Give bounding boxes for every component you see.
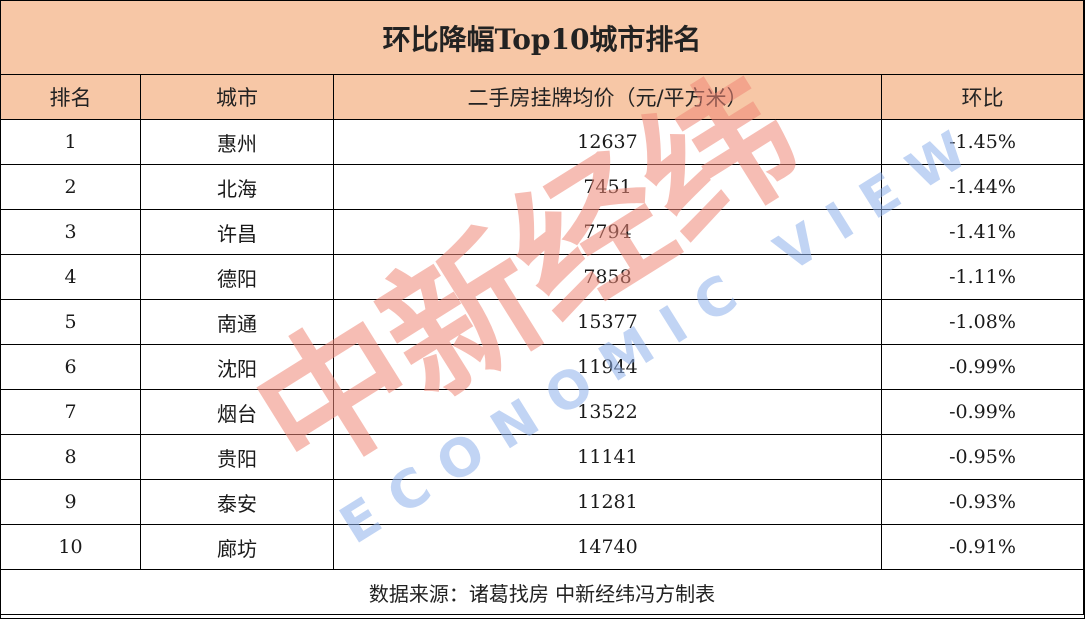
city-cell: 南通 — [140, 299, 334, 345]
mom-cell: -0.95% — [880, 434, 1085, 480]
table-row: 9 泰安 11281 -0.93% — [0, 479, 1085, 525]
city-cell: 廊坊 — [140, 524, 334, 570]
rank-cell: 3 — [0, 209, 141, 255]
table-title: 环比降幅Top10城市排名 — [0, 0, 1085, 75]
city-cell: 北海 — [140, 164, 334, 210]
price-cell: 13522 — [333, 389, 882, 435]
mom-cell: -1.41% — [880, 209, 1085, 255]
rank-cell: 9 — [0, 479, 141, 525]
price-cell: 7794 — [333, 209, 882, 255]
mom-cell: -1.08% — [880, 299, 1085, 345]
table-row: 2 北海 7451 -1.44% — [0, 164, 1085, 210]
mom-cell: -1.11% — [880, 254, 1085, 300]
mom-cell: -0.99% — [880, 389, 1085, 435]
table-row: 6 沈阳 11944 -0.99% — [0, 344, 1085, 390]
city-cell: 德阳 — [140, 254, 334, 300]
mom-cell: -1.45% — [880, 119, 1085, 165]
header-row: 排名 城市 二手房挂牌均价（元/平方米） 环比 — [0, 74, 1085, 120]
price-cell: 15377 — [333, 299, 882, 345]
table-row: 3 许昌 7794 -1.41% — [0, 209, 1085, 255]
mom-cell: -1.44% — [880, 164, 1085, 210]
price-cell: 7451 — [333, 164, 882, 210]
table-row: 7 烟台 13522 -0.99% — [0, 389, 1085, 435]
rank-cell: 6 — [0, 344, 141, 390]
column-header-price: 二手房挂牌均价（元/平方米） — [333, 74, 882, 120]
rank-cell: 4 — [0, 254, 141, 300]
table-row: 5 南通 15377 -1.08% — [0, 299, 1085, 345]
rank-cell: 8 — [0, 434, 141, 480]
mom-cell: -0.91% — [880, 524, 1085, 570]
price-cell: 11281 — [333, 479, 882, 525]
city-cell: 贵阳 — [140, 434, 334, 480]
rank-cell: 10 — [0, 524, 141, 570]
rank-cell: 7 — [0, 389, 141, 435]
column-header-mom: 环比 — [880, 74, 1085, 120]
rank-cell: 1 — [0, 119, 141, 165]
column-header-city: 城市 — [140, 74, 334, 120]
table-row: 1 惠州 12637 -1.45% — [0, 119, 1085, 165]
price-cell: 7858 — [333, 254, 882, 300]
source-footer: 数据来源：诸葛找房 中新经纬冯方制表 — [0, 569, 1085, 615]
city-cell: 许昌 — [140, 209, 334, 255]
table-row: 10 廊坊 14740 -0.91% — [0, 524, 1085, 570]
column-header-rank: 排名 — [0, 74, 141, 120]
table-row: 4 德阳 7858 -1.11% — [0, 254, 1085, 300]
mom-cell: -0.93% — [880, 479, 1085, 525]
mom-cell: -0.99% — [880, 344, 1085, 390]
city-cell: 泰安 — [140, 479, 334, 525]
city-cell: 沈阳 — [140, 344, 334, 390]
city-cell: 烟台 — [140, 389, 334, 435]
rank-cell: 2 — [0, 164, 141, 210]
price-cell: 14740 — [333, 524, 882, 570]
rank-cell: 5 — [0, 299, 141, 345]
price-cell: 12637 — [333, 119, 882, 165]
price-cell: 11944 — [333, 344, 882, 390]
table-row: 8 贵阳 11141 -0.95% — [0, 434, 1085, 480]
city-cell: 惠州 — [140, 119, 334, 165]
price-cell: 11141 — [333, 434, 882, 480]
